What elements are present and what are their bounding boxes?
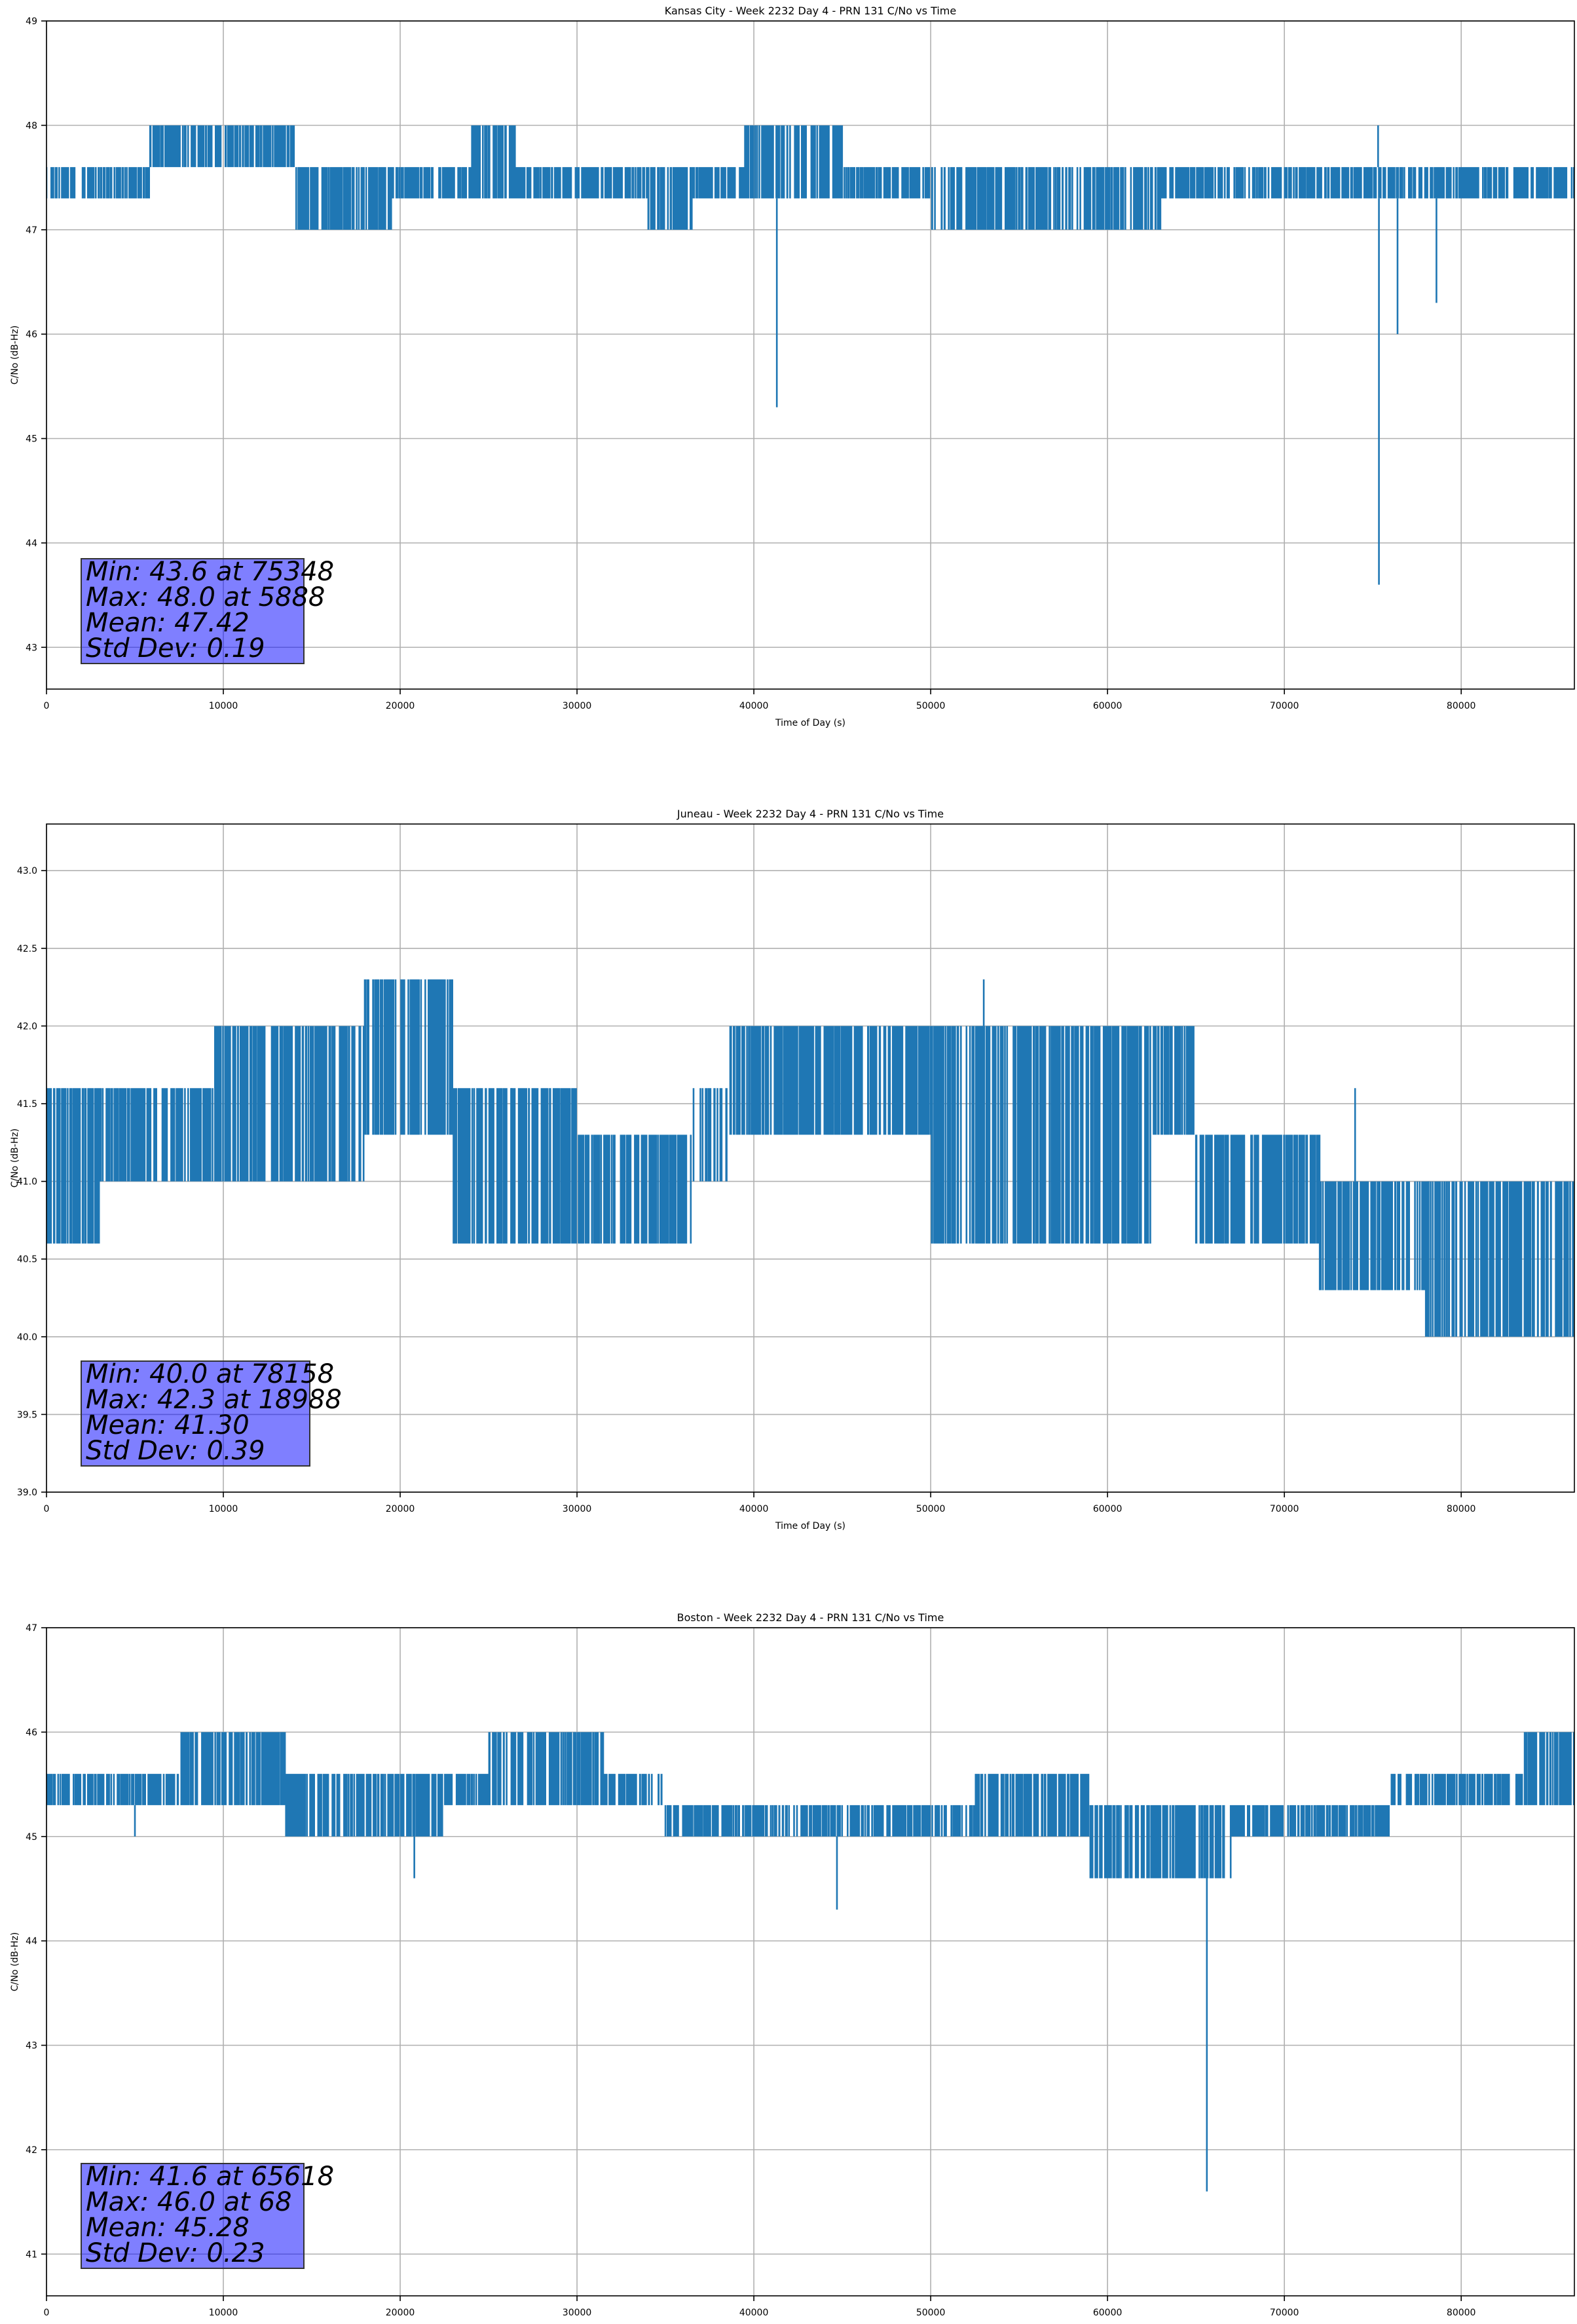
y-tick-label: 47 — [26, 1623, 37, 1634]
stats-box: Min: 40.0 at 78158 Max: 42.3 at 18988 Me… — [81, 1359, 342, 1467]
x-tick-label: 10000 — [209, 2308, 238, 2318]
x-tick-label: 50000 — [916, 1504, 946, 1514]
x-tick-label: 60000 — [1093, 1504, 1122, 1514]
stats-min: Min: 41.6 at 65618 — [86, 2162, 335, 2192]
x-tick-label: 60000 — [1093, 701, 1122, 711]
y-tick-label: 46 — [26, 1727, 37, 1738]
stats-box: Min: 43.6 at 75348 Max: 48.0 at 5888 Mea… — [81, 557, 335, 664]
x-axis-label: Time of Day (s) — [775, 718, 845, 728]
y-tick-label: 43 — [26, 643, 37, 653]
x-tick-label: 40000 — [739, 1504, 769, 1514]
chart-title: Boston - Week 2232 Day 4 - PRN 131 C/No … — [677, 1611, 944, 1624]
y-tick-label: 44 — [26, 1936, 37, 1947]
x-tick-label: 0 — [44, 701, 50, 711]
y-tick-label: 43 — [26, 2041, 37, 2052]
x-tick-label: 10000 — [209, 701, 238, 711]
stats-max: Max: 42.3 at 18988 — [86, 1385, 342, 1415]
x-tick-label: 30000 — [563, 1504, 592, 1514]
y-tick-label: 40.0 — [17, 1332, 37, 1343]
chart-title: Juneau - Week 2232 Day 4 - PRN 131 C/No … — [677, 808, 944, 820]
stats-std: Std Dev: 0.39 — [86, 1436, 265, 1466]
y-axis-label: C/No (dB-Hz) — [10, 1932, 20, 1991]
axes-frame — [46, 1627, 1575, 2296]
y-tick-label: 47 — [26, 225, 37, 236]
stats-box: Min: 41.6 at 65618 Max: 46.0 at 68 Mean:… — [81, 2162, 335, 2269]
y-tick-label: 41 — [26, 2249, 37, 2260]
y-tick-label: 46 — [26, 329, 37, 340]
x-tick-label: 70000 — [1270, 2308, 1299, 2318]
y-tick-label: 44 — [26, 538, 37, 549]
y-axis-label: C/No (dB-Hz) — [10, 326, 20, 384]
x-tick-label: 0 — [44, 2308, 50, 2318]
y-tick-label: 42.5 — [17, 944, 37, 954]
y-tick-label: 40.5 — [17, 1254, 37, 1265]
chart-panel: 0 10000 20000 30000 40000 50000 60000 70000 8000… — [10, 1611, 1575, 2318]
x-tick-label: 20000 — [386, 1504, 415, 1514]
x-tick-label: 40000 — [739, 701, 769, 711]
x-tick-label: 20000 — [386, 2308, 415, 2318]
chart-title: Kansas City - Week 2232 Day 4 - PRN 131 … — [665, 5, 956, 17]
x-tick-label: 20000 — [386, 701, 415, 711]
series-line — [46, 979, 1574, 1337]
stats-max: Max: 48.0 at 5888 — [86, 582, 325, 612]
x-axis-label: Time of Day (s) — [775, 1521, 845, 1531]
chart-panel: 0 10000 20000 30000 40000 50000 60000 70000 8000… — [10, 808, 1575, 1531]
y-tick-label: 45 — [26, 434, 37, 445]
y-tick-label: 41.5 — [17, 1099, 37, 1110]
x-tick-label: 30000 — [563, 701, 592, 711]
y-tick-label: 42 — [26, 2145, 37, 2156]
stats-mean: Mean: 45.28 — [86, 2213, 250, 2243]
x-tick-label: 80000 — [1447, 1504, 1476, 1514]
x-tick-label: 40000 — [739, 2308, 769, 2318]
x-tick-label: 60000 — [1093, 2308, 1122, 2318]
stats-std: Std Dev: 0.19 — [86, 633, 265, 664]
x-tick-label: 70000 — [1270, 701, 1299, 711]
x-tick-label: 80000 — [1447, 701, 1476, 711]
y-tick-label: 49 — [26, 16, 37, 27]
x-tick-label: 30000 — [563, 2308, 592, 2318]
axes-frame — [46, 20, 1575, 690]
series-line — [46, 1732, 1574, 1879]
stats-min: Min: 43.6 at 75348 — [86, 557, 335, 587]
y-axis-label: C/No (dB-Hz) — [10, 1129, 20, 1188]
y-tick-label: 45 — [26, 1832, 37, 1843]
stats-max: Max: 46.0 at 68 — [86, 2187, 292, 2217]
x-tick-label: 80000 — [1447, 2308, 1476, 2318]
y-tick-label: 39.0 — [17, 1488, 37, 1498]
x-tick-label: 50000 — [916, 2308, 946, 2318]
stats-mean: Mean: 41.30 — [86, 1410, 250, 1440]
y-tick-label: 48 — [26, 121, 37, 131]
x-tick-label: 50000 — [916, 701, 946, 711]
y-tick-label: 41.0 — [17, 1177, 37, 1188]
stats-mean: Mean: 47.42 — [86, 608, 250, 638]
stats-min: Min: 40.0 at 78158 — [86, 1359, 335, 1389]
stats-std: Std Dev: 0.23 — [86, 2238, 265, 2268]
y-tick-label: 39.5 — [17, 1410, 37, 1420]
chart-panel: 0 10000 20000 30000 40000 50000 60000 70000 8000… — [10, 5, 1575, 728]
x-tick-label: 0 — [44, 1504, 50, 1514]
x-tick-label: 70000 — [1270, 1504, 1299, 1514]
series-line — [46, 125, 1574, 230]
axes-frame — [46, 823, 1575, 1493]
y-tick-label: 43.0 — [17, 866, 37, 876]
x-tick-label: 10000 — [209, 1504, 238, 1514]
y-tick-label: 42.0 — [17, 1021, 37, 1032]
